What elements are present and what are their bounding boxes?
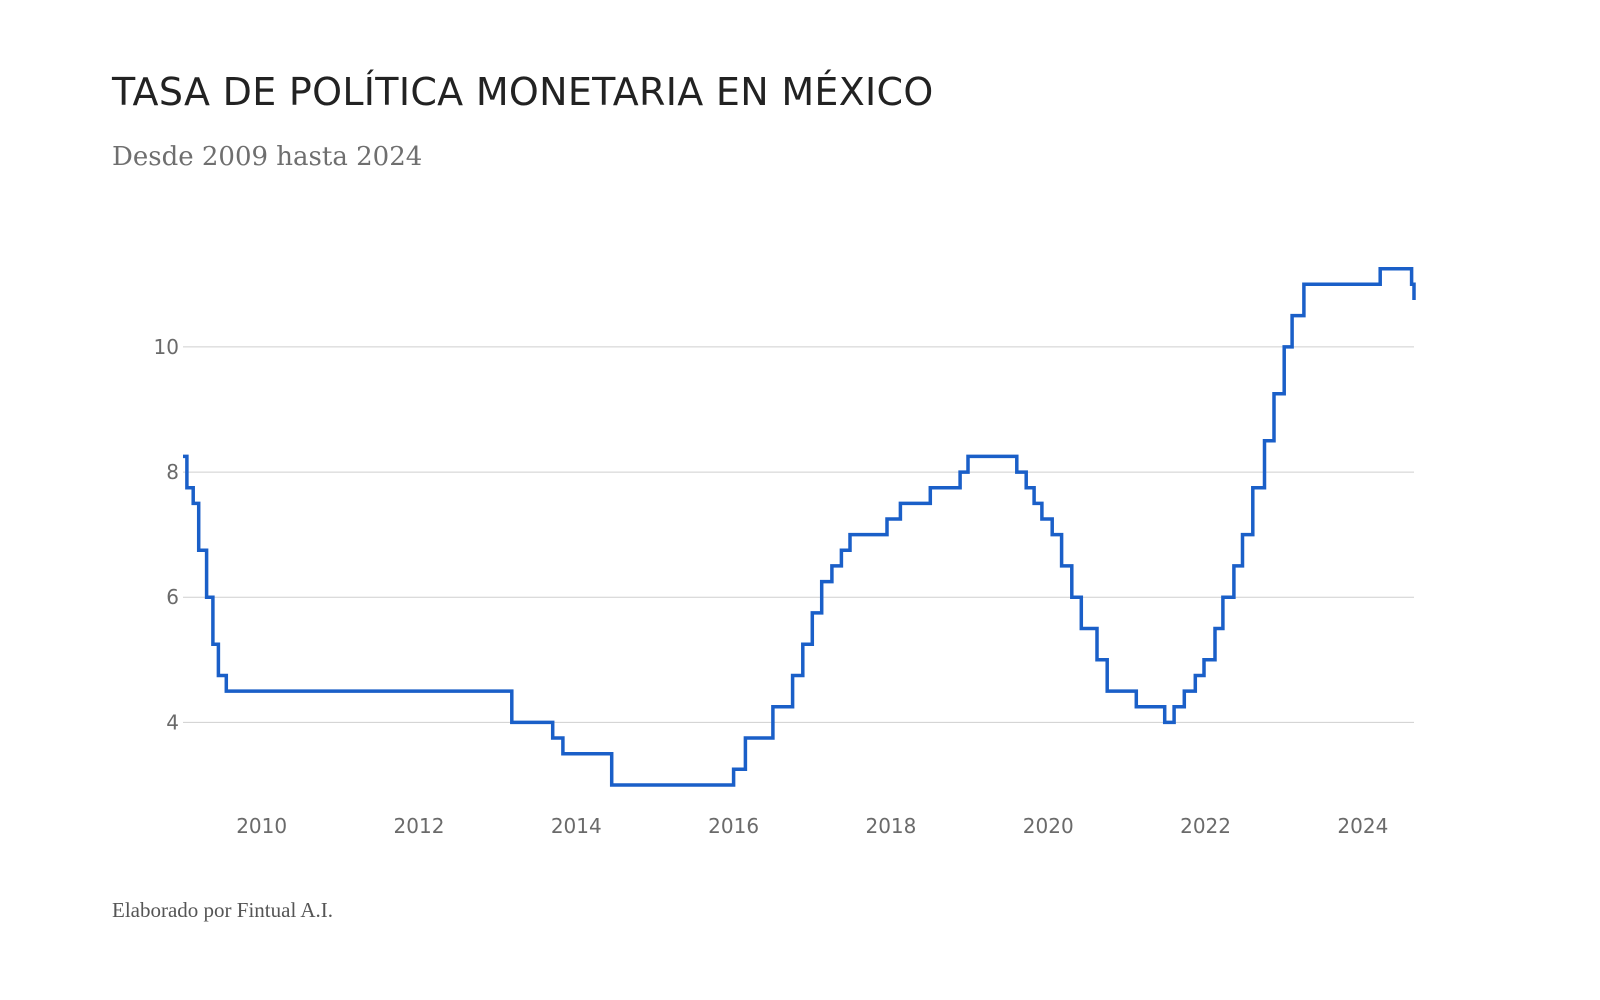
data-point bbox=[1251, 486, 1255, 490]
data-point bbox=[810, 611, 814, 615]
data-point bbox=[1302, 282, 1306, 286]
y-tick-label: 4 bbox=[166, 710, 179, 734]
x-tick-label: 2018 bbox=[865, 814, 916, 838]
data-point bbox=[1032, 501, 1036, 505]
data-point bbox=[1163, 720, 1167, 724]
data-point bbox=[211, 642, 215, 646]
x-tick-label: 2016 bbox=[708, 814, 759, 838]
data-point bbox=[958, 470, 962, 474]
grid-lines bbox=[183, 346, 1414, 723]
data-point bbox=[791, 673, 795, 677]
data-point bbox=[1105, 689, 1109, 693]
data-point bbox=[801, 642, 805, 646]
data-point bbox=[1134, 705, 1138, 709]
data-point bbox=[181, 454, 185, 458]
data-point bbox=[197, 548, 201, 552]
data-point bbox=[1060, 564, 1064, 568]
data-point bbox=[732, 767, 736, 771]
x-tick-label: 2024 bbox=[1337, 814, 1388, 838]
y-tick-label: 8 bbox=[166, 460, 179, 484]
credit-footer: Elaborado por Fintual A.I. bbox=[112, 898, 334, 922]
data-point bbox=[1213, 627, 1217, 631]
data-point bbox=[1232, 564, 1236, 568]
data-point bbox=[830, 564, 834, 568]
series-line-0 bbox=[183, 266, 1416, 787]
data-point bbox=[1221, 595, 1225, 599]
x-tick-label: 2022 bbox=[1180, 814, 1231, 838]
data-point bbox=[743, 736, 747, 740]
y-tick-label: 6 bbox=[166, 585, 179, 609]
data-point bbox=[1024, 486, 1028, 490]
x-tick-label: 2010 bbox=[236, 814, 287, 838]
data-point bbox=[1182, 689, 1186, 693]
data-point bbox=[928, 486, 932, 490]
data-point bbox=[205, 595, 209, 599]
data-point bbox=[966, 454, 970, 458]
x-tick-label: 2014 bbox=[551, 814, 602, 838]
data-point bbox=[1079, 627, 1083, 631]
y-axis-ticks: 4 6 8 10 bbox=[154, 335, 179, 734]
data-point bbox=[820, 580, 824, 584]
data-point bbox=[1241, 533, 1245, 537]
series-layer bbox=[181, 266, 1416, 787]
chart-subtitle: Desde 2009 hasta 2024 bbox=[112, 142, 423, 172]
data-point bbox=[610, 783, 614, 787]
data-point bbox=[1410, 282, 1414, 286]
data-point bbox=[848, 533, 852, 537]
data-point bbox=[771, 705, 775, 709]
data-point bbox=[1282, 345, 1286, 349]
data-point bbox=[1202, 658, 1206, 662]
data-point bbox=[551, 736, 555, 740]
data-point bbox=[1015, 470, 1019, 474]
x-tick-label: 2020 bbox=[1023, 814, 1074, 838]
data-point bbox=[1290, 314, 1294, 318]
data-point bbox=[185, 486, 189, 490]
data-point bbox=[561, 752, 565, 756]
data-point bbox=[859, 533, 863, 537]
data-point bbox=[1070, 595, 1074, 599]
data-point bbox=[839, 548, 843, 552]
data-point bbox=[1263, 439, 1267, 443]
data-point bbox=[216, 673, 220, 677]
data-point bbox=[1172, 705, 1176, 709]
data-point bbox=[1378, 267, 1382, 271]
data-point bbox=[1412, 298, 1416, 302]
data-point bbox=[1272, 392, 1276, 396]
x-tick-label: 2012 bbox=[394, 814, 445, 838]
x-axis-ticks: 2010 2012 2014 2016 2018 2020 2022 2024 bbox=[236, 814, 1388, 838]
data-point bbox=[1095, 658, 1099, 662]
y-tick-label: 10 bbox=[154, 335, 179, 359]
data-point bbox=[191, 501, 195, 505]
data-point bbox=[1193, 673, 1197, 677]
data-point bbox=[898, 501, 902, 505]
data-point bbox=[885, 517, 889, 521]
data-point bbox=[224, 689, 228, 693]
data-point bbox=[510, 720, 514, 724]
data-point bbox=[1050, 533, 1054, 537]
chart-title: TASA DE POLÍTICA MONETARIA EN MÉXICO bbox=[112, 70, 934, 114]
data-point bbox=[1040, 517, 1044, 521]
